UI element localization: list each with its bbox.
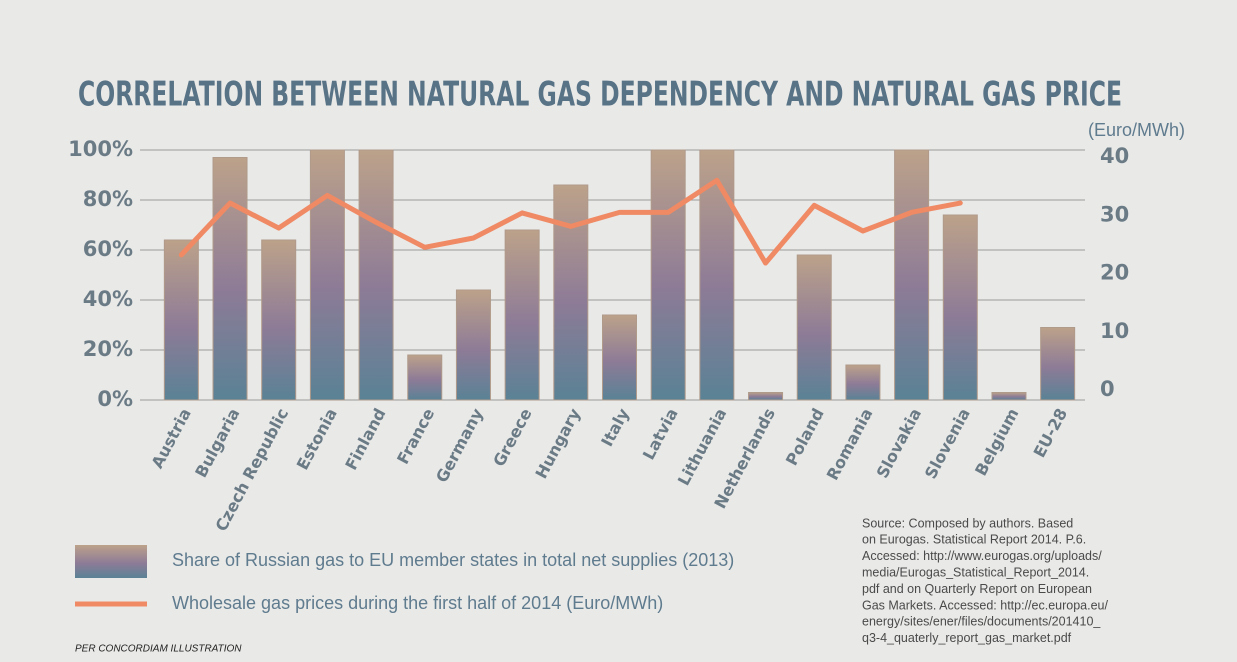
y-tick-label: 20% [83,337,133,361]
bar [796,254,832,401]
bar [553,184,589,401]
source-line: pdf and on Quarterly Report on European [862,582,1092,596]
bar [407,354,443,401]
bar [845,364,881,401]
bar [309,149,345,401]
bar [455,289,491,401]
source-line: on Eurogas. Statistical Report 2014. P.6… [862,533,1086,547]
y2-tick-label: 0 [1100,377,1115,401]
x-tick-label: France [393,405,438,467]
legend-swatch [75,545,147,578]
y2-tick-label: 30 [1100,202,1129,226]
bar [699,149,735,401]
source-line: Gas Markets. Accessed: http://ec.europa.… [862,598,1108,612]
source-line: q3-4_quaterly_report_gas_market.pdf [862,631,1072,645]
y2-tick-label: 10 [1100,319,1129,343]
x-tick-label: Estonia [293,405,341,473]
bar [602,314,637,401]
x-tick-label: Slovenia [921,405,974,482]
source-line: Accessed: http://www.eurogas.org/uploads… [862,549,1102,563]
bar [650,149,686,401]
x-tick-label: Lithuania [674,405,730,489]
bar [894,149,930,401]
bar [358,149,394,401]
y2-tick-label: 40 [1100,144,1129,168]
y-tick-label: 0% [97,387,133,411]
x-tick-label: Italy [597,405,633,450]
x-tick-label: Slovakia [873,405,926,481]
bar [163,239,199,401]
legend-label: Share of Russian gas to EU member states… [172,550,734,570]
bar [748,392,784,401]
source-line: media/Eurogas_Statistical_Report_2014. [862,565,1089,579]
credit: PER CONCORDIAM ILLUSTRATION [75,644,242,655]
x-tick-label: Hungary [532,405,585,482]
y-tick-label: 60% [83,237,133,261]
legend-label: Wholesale gas prices during the first ha… [172,593,663,613]
x-tick-label: Finland [341,405,389,473]
x-tick-label: EU-28 [1030,405,1072,461]
source-line: energy/sites/ener/files/documents/201410… [862,615,1101,629]
chart-title: CORRELATION BETWEEN NATURAL GAS DEPENDEN… [78,75,1122,115]
x-tick-label: Bulgaria [191,405,243,481]
y-tick-label: 80% [83,187,133,211]
bar [1040,327,1076,401]
bar [942,214,978,401]
y2-tick-label: 20 [1100,261,1129,285]
x-tick-label: Austria [147,405,194,471]
bar [991,392,1027,401]
bar [212,157,248,401]
x-tick-label: Greece [489,405,535,470]
bar [504,229,540,401]
x-tick-label: Romania [823,405,877,483]
x-tick-label: Germany [432,405,487,486]
y-tick-label: 40% [83,287,133,311]
y-tick-label: 100% [68,137,133,161]
y2-axis-label: (Euro/MWh) [1088,120,1185,140]
x-tick-label: Latvia [639,405,682,463]
x-tick-label: Poland [782,405,828,469]
bar [261,239,297,401]
source-line: Source: Composed by authors. Based [862,516,1073,530]
x-tick-label: Belgium [971,405,1022,479]
price-line [178,177,963,266]
